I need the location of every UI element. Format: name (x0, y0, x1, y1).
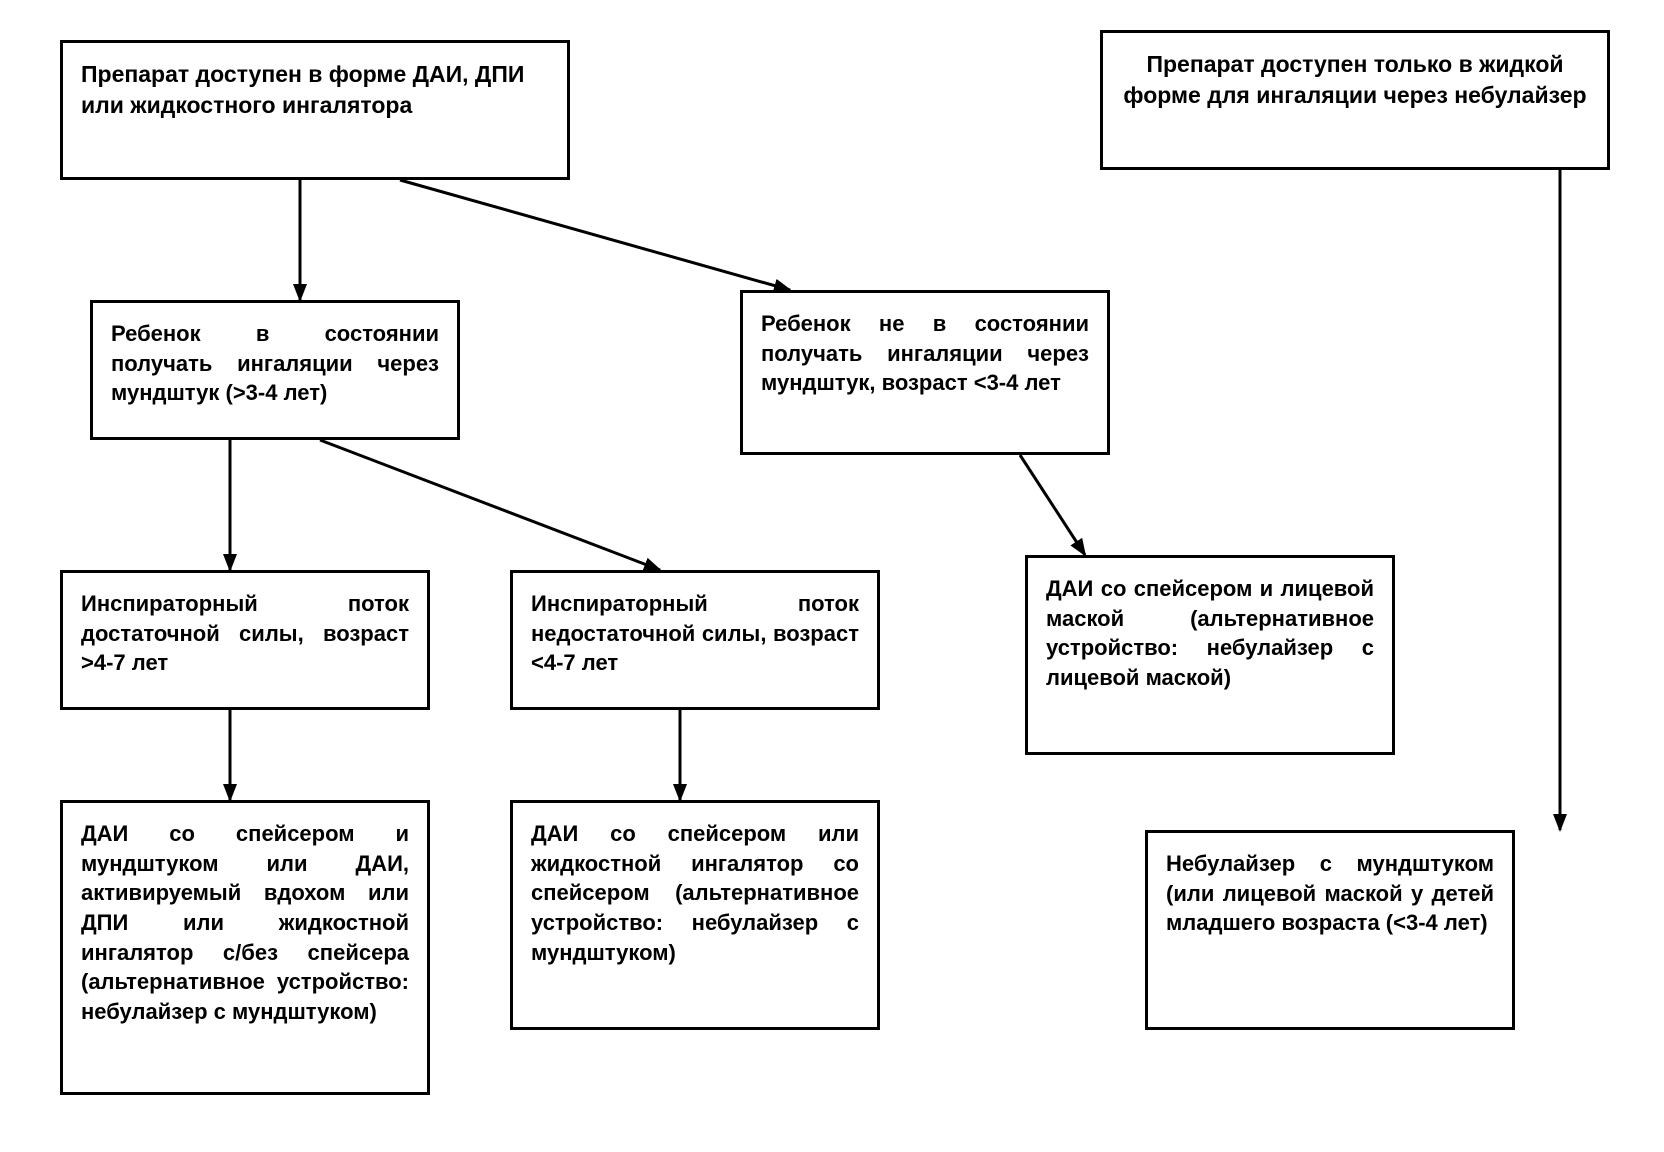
edge-n1-n4 (400, 180, 790, 290)
node-child-can-mouthpiece: Ребенок в состоянии получать ингаляции ч… (90, 300, 460, 440)
node-dai-spacer-mouthpiece-dpi: ДАИ со спейсером и мундштуком или ДАИ, а… (60, 800, 430, 1095)
node-drug-available-liquid-only: Препарат доступен только в жидкой форме … (1100, 30, 1610, 170)
node-drug-available-dai-dpi-liquid: Препарат доступен в форме ДАИ, ДПИ или ж… (60, 40, 570, 180)
edge-n4-n7 (1020, 455, 1085, 555)
node-flow-sufficient: Инспираторный поток достаточной силы, во… (60, 570, 430, 710)
node-flow-insufficient: Инспираторный поток недостаточной силы, … (510, 570, 880, 710)
node-dai-spacer-facemask: ДАИ со спейсером и лицевой маской (альте… (1025, 555, 1395, 755)
node-nebulizer-mouthpiece: Небулайзер с мундштуком (или лицевой мас… (1145, 830, 1515, 1030)
flowchart-canvas: Препарат доступен в форме ДАИ, ДПИ или ж… (0, 0, 1664, 1152)
edge-n3-n6 (320, 440, 660, 570)
node-child-cannot-mouthpiece: Ребенок не в состоянии получать ингаляци… (740, 290, 1110, 455)
node-dai-or-liquid-spacer: ДАИ со спейсером или жидкостной ингалято… (510, 800, 880, 1030)
